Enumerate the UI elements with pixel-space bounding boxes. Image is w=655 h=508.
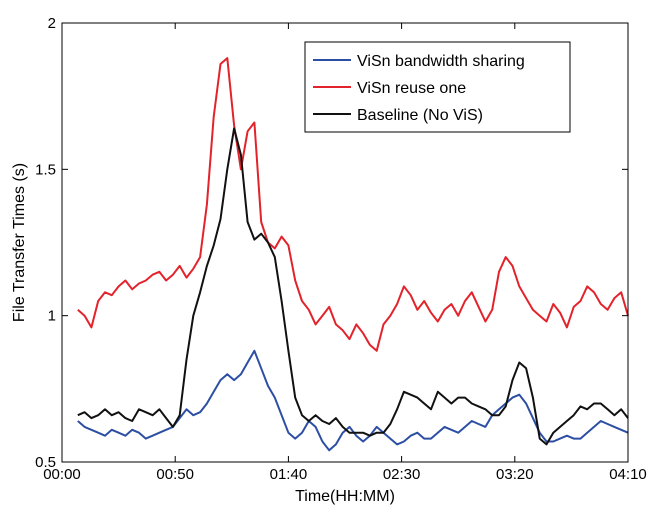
y-tick-label: 1.5 (35, 161, 56, 178)
x-axis-title: Time(HH:MM) (295, 488, 395, 505)
y-tick-label: 0.5 (35, 454, 56, 471)
legend-entry: ViSn bandwidth sharing (357, 53, 525, 70)
x-tick-label: 04:10 (609, 466, 647, 483)
plot-frame (61, 22, 629, 463)
x-tick-label: 03:20 (496, 466, 534, 483)
legend-entry: Baseline (No ViS) (357, 107, 483, 124)
series-line-1 (77, 349, 629, 452)
x-tick-label: 00:50 (156, 466, 194, 483)
y-tick-label: 1 (48, 308, 56, 325)
ticks-layer: 00:00 00:50 01:40 02:30 03:20 04:10 0.5 1 1.5 2 (35, 15, 647, 483)
x-tick-label: 01:40 (270, 466, 308, 483)
series-line-3 (77, 127, 629, 446)
y-tick-label: 2 (48, 15, 56, 32)
x-tick-label: 00:00 (43, 466, 81, 483)
legend-entry: ViSn reuse one (357, 80, 466, 97)
series-line-2 (77, 57, 629, 352)
y-axis-title: File Transfer Times (s) (11, 163, 28, 322)
series-layer (77, 57, 629, 452)
x-tick-label: 02:30 (383, 466, 421, 483)
legend: ViSn bandwidth sharing ViSn reuse one Base… (304, 41, 571, 133)
